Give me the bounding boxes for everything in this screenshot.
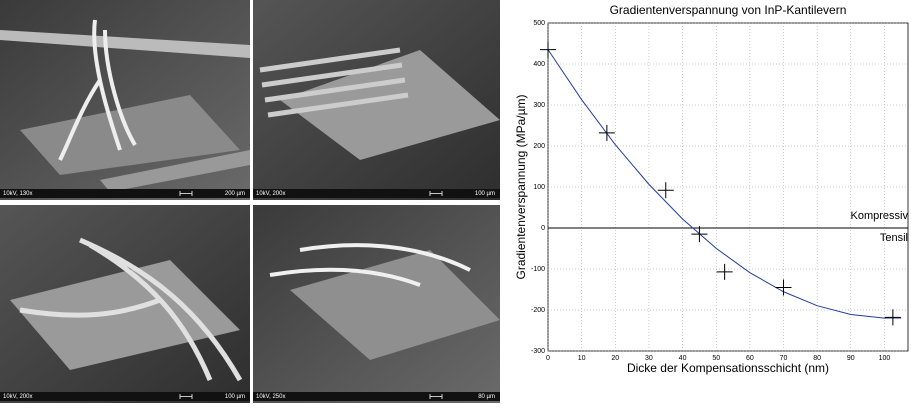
y-axis-label: Gradientenverspannung (MPa/µm) (514, 94, 528, 279)
caption: 10kV, 200x (256, 191, 285, 197)
x-tick-label: 10 (578, 355, 586, 362)
y-tick-label: 300 (533, 102, 545, 109)
page: 10kV, 130x 200 µm 10kV, 200x 100 µm 10kV, 20… (0, 0, 911, 408)
y-tick-label: -300 (531, 348, 545, 355)
x-tick-label: 90 (847, 355, 855, 362)
caption-bar (0, 392, 250, 401)
x-tick-label: 80 (813, 355, 821, 362)
y-tick-label: 200 (533, 143, 545, 150)
y-tick-label: 500 (533, 20, 545, 27)
annotation: Kompressiv (851, 210, 909, 222)
scale-label: 100 µm (225, 394, 245, 400)
x-tick-label: 40 (679, 355, 687, 362)
figure: 10kV, 130x 200 µm 10kV, 200x 100 µm 10kV, 20… (0, 0, 911, 403)
sem-panel (253, 205, 500, 403)
y-tick-label: -200 (531, 307, 545, 314)
caption: 10kV, 200x (3, 394, 32, 400)
y-tick-label: 100 (533, 184, 545, 191)
caption-bar (253, 189, 500, 198)
x-tick-label: 0 (546, 355, 550, 362)
caption: 10kV, 130x (3, 191, 32, 197)
scale-label: 200 µm (225, 191, 245, 197)
sem-panel (0, 205, 250, 403)
scale-label: 80 µm (478, 394, 495, 400)
x-tick-label: 70 (780, 355, 788, 362)
x-tick-label: 60 (746, 355, 754, 362)
scale-label: 100 µm (475, 191, 495, 197)
annotation: Tensil (880, 232, 908, 244)
x-tick-label: 50 (712, 355, 720, 362)
caption: 10kV, 250x (256, 394, 285, 400)
caption-bar (0, 189, 250, 198)
y-tick-label: 0 (541, 225, 545, 232)
y-tick-label: -100 (531, 266, 545, 273)
y-tick-label: 400 (533, 61, 545, 68)
x-tick-label: 20 (611, 355, 619, 362)
x-tick-label: 100 (879, 355, 891, 362)
caption-bar (253, 392, 500, 401)
sem-panel (0, 0, 250, 200)
x-axis-label: Dicke der Kompensationsschicht (nm) (627, 361, 829, 375)
x-tick-label: 30 (645, 355, 653, 362)
sem-panel (253, 0, 500, 200)
chart-title: Gradientenverspannung von InP-Kantilever… (610, 3, 847, 17)
